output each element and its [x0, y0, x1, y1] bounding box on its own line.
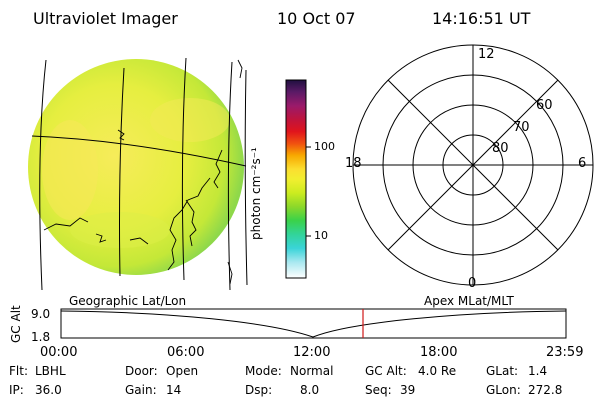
dsp-label: Dsp: [245, 383, 273, 397]
gain-value: 14 [166, 383, 182, 397]
altitude-timeline [60, 308, 567, 339]
colorbar-unit: photon cm⁻²s⁻¹ [249, 147, 263, 240]
mode-value: Normal [290, 364, 334, 378]
filter-label: Flt: [9, 364, 28, 378]
geographic-grid [31, 57, 248, 291]
timeline-x-tick: 00:00 [40, 345, 78, 360]
timeline-x-tick: 12:00 [293, 345, 331, 360]
timeline-axis-title: GC Alt [9, 305, 23, 343]
filter-value: LBHL [35, 364, 66, 378]
glon-value: 272.8 [528, 383, 563, 397]
instrument-title: Ultraviolet Imager [33, 9, 178, 28]
mlt-label-18: 18 [345, 156, 362, 171]
timeline-x-tick: 23:59 [546, 345, 584, 360]
mlt-label-6: 6 [578, 156, 587, 171]
glon-label: GLon: [486, 383, 521, 397]
seq-label: Seq: [365, 383, 392, 397]
timeline-y-tick-max: 9.0 [31, 307, 51, 321]
mlat-label-80: 80 [492, 141, 509, 156]
mlt-label-0: 0 [468, 276, 477, 291]
polar-projection-label: Apex MLat/MLT [424, 294, 514, 308]
timeline-y-tick-min: 1.8 [31, 330, 51, 344]
timeline-x-tick: 18:00 [420, 345, 458, 360]
polar-grid [352, 44, 594, 286]
ip-label: IP: [9, 383, 24, 397]
seq-value: 39 [400, 383, 416, 397]
dsp-value: 8.0 [300, 383, 320, 397]
intensity-colorbar [285, 79, 311, 279]
gc-alt-label: GC Alt: [365, 364, 407, 378]
mode-label: Mode: [245, 364, 282, 378]
map-projection-label: Geographic Lat/Lon [69, 294, 187, 308]
time-label: 14:16:51 UT [432, 9, 531, 28]
timeline-x-tick: 06:00 [167, 345, 205, 360]
mlat-label-60: 60 [536, 98, 553, 113]
gc-alt-value: 4.0 Re [418, 364, 457, 378]
coastlines [43, 59, 243, 285]
colorbar-tick-10: 10 [314, 229, 328, 242]
glat-value: 1.4 [528, 364, 548, 378]
door-label: Door: [125, 364, 158, 378]
door-value: Open [166, 364, 199, 378]
colorbar-tick-100: 100 [314, 140, 335, 153]
ip-value: 36.0 [35, 383, 62, 397]
mlt-label-12: 12 [478, 47, 495, 62]
gain-label: Gain: [125, 383, 157, 397]
date-label: 10 Oct 07 [277, 9, 356, 28]
mlat-label-70: 70 [513, 120, 530, 135]
glat-label: GLat: [486, 364, 519, 378]
uv-earth-image [28, 59, 244, 275]
